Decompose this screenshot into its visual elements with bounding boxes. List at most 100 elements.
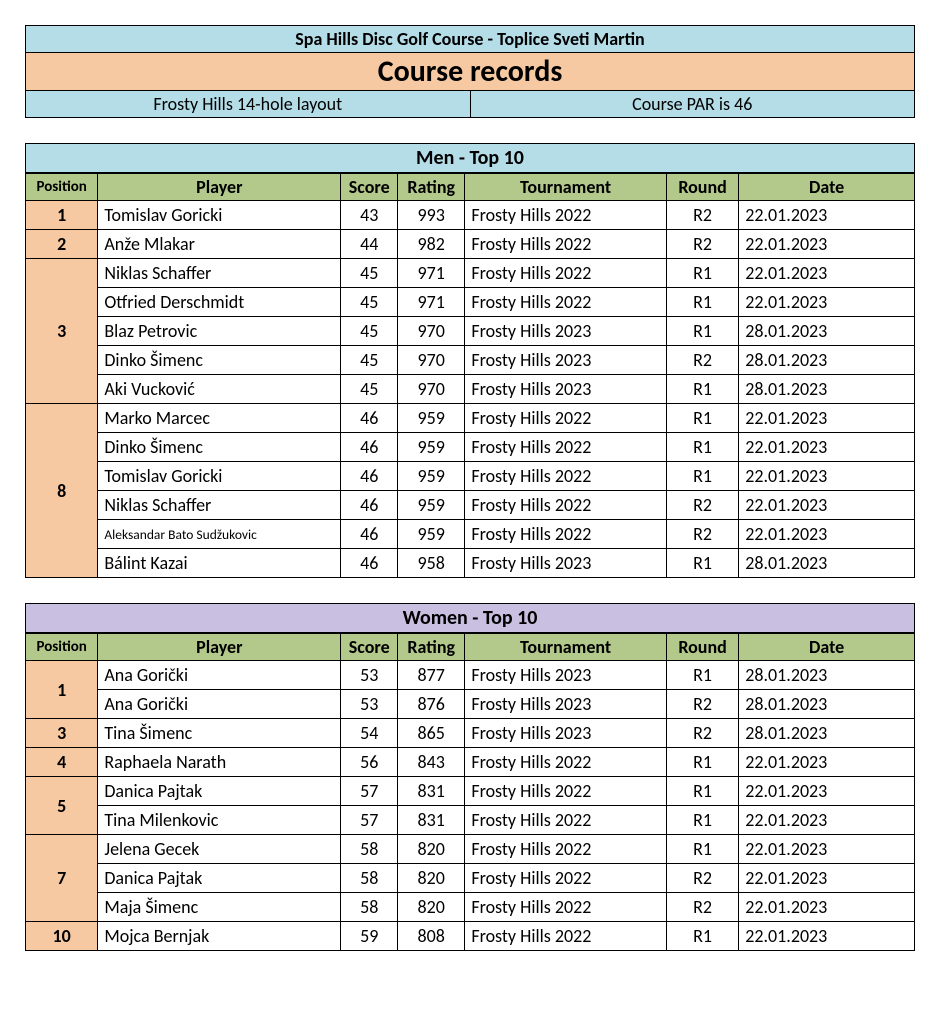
round-cell: R1 [666,462,738,491]
table-row: Dinko Šimenc45970Frosty Hills 2023R228.0… [26,346,915,375]
rating-cell: 877 [398,661,465,690]
score-cell: 46 [341,520,398,549]
round-cell: R1 [666,549,738,578]
score-cell: 44 [341,230,398,259]
date-cell: 28.01.2023 [739,661,915,690]
tournament-cell: Frosty Hills 2022 [465,462,667,491]
par-label: Course PAR is 46 [471,91,915,117]
table-row: 7Jelena Gecek58820Frosty Hills 2022R122.… [26,835,915,864]
table-row: 4Raphaela Narath56843Frosty Hills 2022R1… [26,748,915,777]
player-cell: Maja Šimenc [98,893,341,922]
date-cell: 22.01.2023 [739,404,915,433]
player-cell: Bálint Kazai [98,549,341,578]
header-block: Spa Hills Disc Golf Course - Toplice Sve… [25,25,915,118]
men-table: PositionPlayerScoreRatingTournamentRound… [25,173,915,578]
rating-cell: 993 [398,201,465,230]
rating-cell: 970 [398,375,465,404]
table-row: 3Tina Šimenc54865Frosty Hills 2023R228.0… [26,719,915,748]
table-row: Aleksandar Bato Sudžukovic46959Frosty Hi… [26,520,915,549]
table-row: 8Marko Marcec46959Frosty Hills 2022R122.… [26,404,915,433]
rating-cell: 971 [398,288,465,317]
position-cell: 3 [26,719,98,748]
table-row: Tina Milenkovic57831Frosty Hills 2022R12… [26,806,915,835]
score-cell: 58 [341,864,398,893]
player-cell: Raphaela Narath [98,748,341,777]
player-cell: Tomislav Goricki [98,462,341,491]
column-header: Player [98,634,341,661]
player-cell: Danica Pajtak [98,864,341,893]
player-cell: Blaz Petrovic [98,317,341,346]
score-cell: 45 [341,317,398,346]
date-cell: 22.01.2023 [739,835,915,864]
column-header: Round [666,634,738,661]
rating-cell: 970 [398,317,465,346]
score-cell: 54 [341,719,398,748]
rating-cell: 959 [398,462,465,491]
score-cell: 45 [341,346,398,375]
date-cell: 22.01.2023 [739,893,915,922]
tournament-cell: Frosty Hills 2022 [465,922,667,951]
round-cell: R1 [666,835,738,864]
layout-label: Frosty Hills 14-hole layout [26,91,471,117]
score-cell: 46 [341,549,398,578]
score-cell: 58 [341,893,398,922]
date-cell: 22.01.2023 [739,491,915,520]
score-cell: 53 [341,690,398,719]
date-cell: 22.01.2023 [739,230,915,259]
tournament-cell: Frosty Hills 2022 [465,230,667,259]
score-cell: 56 [341,748,398,777]
player-cell: Otfried Derschmidt [98,288,341,317]
position-cell: 5 [26,777,98,835]
women-section-title: Women - Top 10 [25,603,915,633]
round-cell: R1 [666,922,738,951]
round-cell: R2 [666,893,738,922]
date-cell: 28.01.2023 [739,690,915,719]
date-cell: 22.01.2023 [739,748,915,777]
rating-cell: 959 [398,491,465,520]
rating-cell: 820 [398,864,465,893]
score-cell: 57 [341,777,398,806]
course-name: Spa Hills Disc Golf Course - Toplice Sve… [25,25,915,53]
player-cell: Tina Šimenc [98,719,341,748]
player-cell: Aleksandar Bato Sudžukovic [98,520,341,549]
position-cell: 10 [26,922,98,951]
score-cell: 59 [341,922,398,951]
date-cell: 22.01.2023 [739,806,915,835]
tournament-cell: Frosty Hills 2023 [465,690,667,719]
position-cell: 1 [26,661,98,719]
player-cell: Jelena Gecek [98,835,341,864]
rating-cell: 959 [398,520,465,549]
women-table: PositionPlayerScoreRatingTournamentRound… [25,633,915,951]
player-cell: Danica Pajtak [98,777,341,806]
score-cell: 46 [341,491,398,520]
round-cell: R1 [666,777,738,806]
round-cell: R1 [666,317,738,346]
score-cell: 57 [341,806,398,835]
tournament-cell: Frosty Hills 2023 [465,549,667,578]
player-cell: Tina Milenkovic [98,806,341,835]
player-cell: Niklas Schaffer [98,491,341,520]
round-cell: R2 [666,201,738,230]
date-cell: 28.01.2023 [739,549,915,578]
player-cell: Marko Marcec [98,404,341,433]
tournament-cell: Frosty Hills 2022 [465,259,667,288]
tournament-cell: Frosty Hills 2023 [465,719,667,748]
round-cell: R1 [666,806,738,835]
table-row: 2Anže Mlakar44982Frosty Hills 2022R222.0… [26,230,915,259]
player-cell: Dinko Šimenc [98,346,341,375]
round-cell: R2 [666,491,738,520]
column-header: Date [739,174,915,201]
rating-cell: 982 [398,230,465,259]
sub-header: Frosty Hills 14-hole layout Course PAR i… [25,91,915,118]
rating-cell: 820 [398,893,465,922]
men-table-block: Men - Top 10 PositionPlayerScoreRatingTo… [25,143,915,578]
rating-cell: 958 [398,549,465,578]
round-cell: R1 [666,259,738,288]
date-cell: 22.01.2023 [739,259,915,288]
tournament-cell: Frosty Hills 2022 [465,201,667,230]
round-cell: R2 [666,690,738,719]
player-cell: Ana Gorički [98,690,341,719]
round-cell: R1 [666,433,738,462]
position-cell: 8 [26,404,98,578]
date-cell: 22.01.2023 [739,520,915,549]
